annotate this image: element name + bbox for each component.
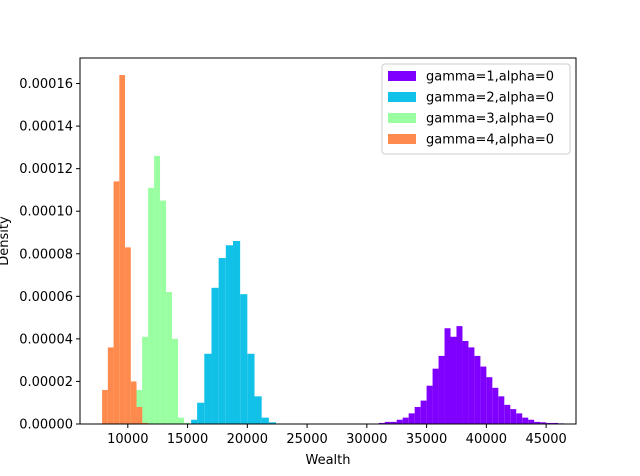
y-tick-label: 0.00014 <box>19 120 73 135</box>
histogram-bar <box>142 336 149 424</box>
legend-swatch <box>388 113 416 123</box>
y-tick-label: 0.00008 <box>19 247 73 262</box>
series-2-bars <box>191 241 284 424</box>
histogram-bar <box>247 353 255 424</box>
legend-swatch <box>388 92 416 102</box>
y-axis-label: Density <box>0 216 12 266</box>
histogram-bar <box>504 404 511 424</box>
histogram-bar <box>240 294 248 424</box>
histogram-bar <box>197 402 205 424</box>
histogram-bar <box>540 422 547 424</box>
x-tick-label: 35000 <box>406 432 447 447</box>
histogram-bar <box>172 338 179 424</box>
legend-box <box>381 63 571 155</box>
x-tick-label: 45000 <box>525 432 566 447</box>
x-tick-label: 10000 <box>107 432 148 447</box>
legend-label: gamma=1,alpha=0 <box>426 70 554 85</box>
histogram-bar <box>546 422 553 424</box>
histogram-bar <box>534 421 541 424</box>
x-tick-label: 20000 <box>227 432 268 447</box>
histogram-bar <box>408 413 415 424</box>
histogram-bar <box>102 389 108 424</box>
histogram-bar <box>218 258 226 424</box>
histogram-bar <box>378 422 385 424</box>
y-tick-label: 0.00010 <box>19 205 73 220</box>
histogram-bar <box>426 385 433 424</box>
histogram-bar <box>444 328 451 424</box>
histogram-bar <box>438 355 445 424</box>
histogram-bar <box>552 422 559 424</box>
histogram-bar <box>225 245 233 424</box>
histogram-bar <box>510 409 517 424</box>
y-tick-label: 0.00000 <box>19 418 73 433</box>
histogram-bar <box>154 155 161 424</box>
histogram-bar <box>178 417 184 424</box>
legend-label: gamma=4,alpha=0 <box>426 133 554 148</box>
legend: gamma=1,alpha=0 gamma=2,alpha=0 gamma=3,al… <box>381 63 571 155</box>
histogram-bar <box>396 419 403 424</box>
legend-swatch <box>388 71 416 81</box>
histogram-bar <box>254 396 262 424</box>
histogram-bar <box>498 396 505 424</box>
x-tick-label: 40000 <box>466 432 507 447</box>
histogram-bar <box>136 406 143 424</box>
histogram-bar <box>148 187 155 424</box>
histogram-bar <box>516 413 523 424</box>
histogram-bar <box>486 377 493 424</box>
bars-layer <box>102 75 565 425</box>
histogram-bar <box>211 287 219 424</box>
histogram-bar <box>480 366 487 424</box>
legend-label: gamma=2,alpha=0 <box>426 91 554 106</box>
histogram-bar <box>456 326 463 424</box>
histogram-bar <box>136 389 143 424</box>
histogram-bar <box>142 422 149 424</box>
histogram-bar <box>384 421 391 424</box>
x-axis-label: Wealth <box>305 453 350 468</box>
y-tick-label: 0.00004 <box>19 332 73 347</box>
histogram-bar <box>107 347 114 424</box>
x-tick-label: 25000 <box>286 432 327 447</box>
histogram-bar <box>183 422 190 424</box>
histogram-bar <box>450 336 457 424</box>
histogram-bar <box>204 353 212 424</box>
x-tick-label: 30000 <box>346 432 387 447</box>
y-tick-label: 0.00006 <box>19 290 73 305</box>
histogram-bar <box>402 417 409 424</box>
x-axis-ticks: 10000 15000 20000 25000 30000 35000 40000 45000 <box>107 424 567 447</box>
histogram-bar <box>390 421 397 424</box>
histogram-bar <box>261 417 269 424</box>
y-tick-label: 0.00016 <box>19 77 73 92</box>
histogram-bar <box>468 347 475 424</box>
histogram-bar <box>462 341 469 424</box>
histogram-bar <box>420 400 427 424</box>
histogram-bar <box>474 355 481 424</box>
y-axis-ticks: 0.00000 0.00002 0.00004 0.00006 0.00008 0.000… <box>19 77 80 433</box>
legend-label: gamma=3,alpha=0 <box>426 112 554 127</box>
histogram-bar <box>522 417 529 424</box>
histogram-bar <box>268 422 277 424</box>
histogram-bar <box>130 381 137 424</box>
series-4-bars <box>102 75 149 425</box>
legend-swatch <box>388 134 416 144</box>
histogram-bar <box>191 419 198 424</box>
axes-frame <box>79 57 577 425</box>
x-tick-label: 15000 <box>167 432 208 447</box>
histogram-bar <box>113 181 120 424</box>
histogram-bar <box>232 241 241 424</box>
histogram-bar <box>119 75 126 425</box>
histogram-bar <box>414 406 421 424</box>
y-tick-label: 0.00012 <box>19 162 73 177</box>
y-tick-label: 0.00002 <box>19 375 73 390</box>
histogram-bar <box>528 419 535 424</box>
histogram-bar <box>166 292 173 424</box>
series-1-bars <box>378 326 565 424</box>
histogram-bar <box>125 247 131 424</box>
histogram-bar <box>432 368 439 424</box>
histogram-bar <box>160 200 167 424</box>
histogram-bar <box>492 387 499 424</box>
